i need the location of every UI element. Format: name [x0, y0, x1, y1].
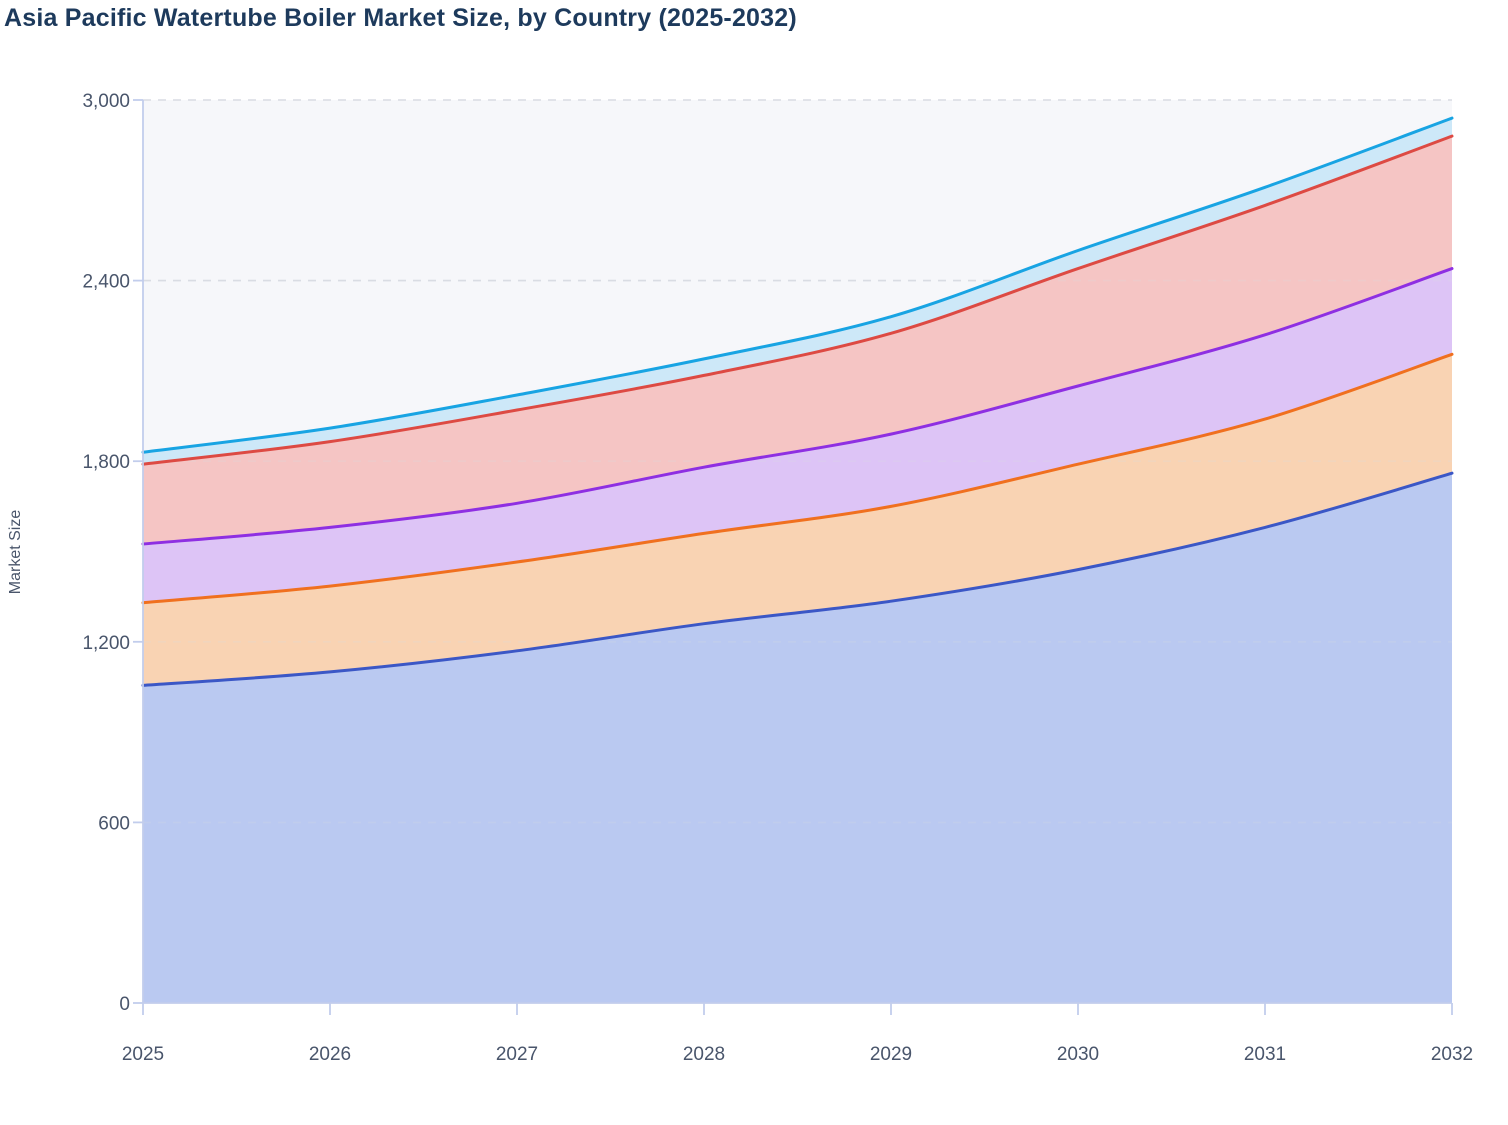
x-tick-label: 2030 [1057, 1044, 1099, 1065]
area-series-1-blue [143, 473, 1452, 1003]
line-series-5-cyan [141, 116, 1454, 454]
y-tick-label: 1,200 [82, 633, 130, 654]
x-tick-label: 2027 [496, 1044, 538, 1065]
x-tick-label: 2026 [309, 1044, 351, 1065]
x-tick-marks [142, 1003, 1453, 1015]
y-tick-labels: 0 600 1,200 1,800 2,400 3,000 [82, 91, 130, 1015]
line-series-3-purple [141, 267, 1454, 546]
series-lines [141, 116, 1454, 687]
y-tick-label: 2,400 [82, 272, 130, 293]
y-tick-label: 1,800 [82, 452, 130, 473]
y-tick-label: 600 [98, 813, 130, 834]
line-series-1-blue [141, 471, 1454, 687]
line-series-4-red [141, 134, 1454, 466]
y-tick-marks [133, 99, 143, 1004]
x-tick-label: 2028 [683, 1044, 725, 1065]
y-axis-title: Market Size [7, 510, 24, 595]
x-tick-label: 2032 [1431, 1044, 1473, 1065]
x-tick-label: 2029 [870, 1044, 912, 1065]
area-series-2-orange [143, 354, 1452, 686]
area-series [143, 118, 1452, 1003]
x-tick-label: 2025 [122, 1044, 164, 1065]
y-tick-label: 3,000 [82, 91, 130, 112]
axes [142, 100, 1452, 1004]
x-tick-label: 2031 [1244, 1044, 1286, 1065]
x-tick-labels: 2025 2026 2027 2028 2029 2030 2031 2032 [122, 1044, 1473, 1065]
area-series-4-red [143, 136, 1452, 544]
chart-title: Asia Pacific Watertube Boiler Market Siz… [4, 4, 797, 32]
y-tick-label: 0 [119, 994, 130, 1015]
line-series-2-orange [141, 352, 1454, 605]
area-series-3-purple [143, 268, 1452, 603]
